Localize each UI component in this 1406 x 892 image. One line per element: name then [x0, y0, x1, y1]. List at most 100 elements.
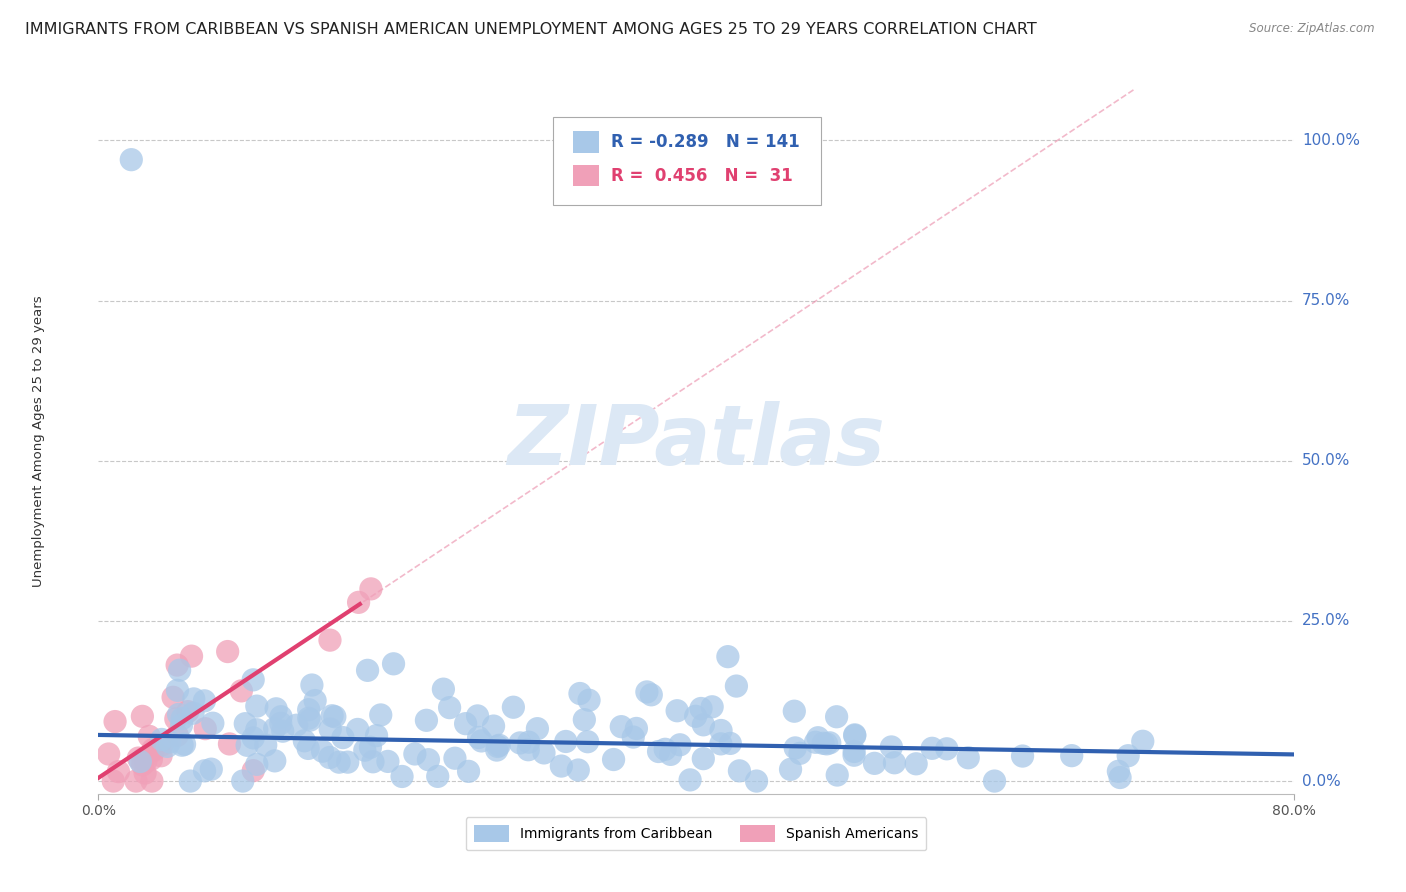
Point — [162, 690, 184, 705]
Point — [131, 757, 153, 772]
Point — [1060, 748, 1083, 763]
Point — [301, 678, 323, 692]
Point — [270, 710, 292, 724]
Point — [718, 736, 741, 750]
Point — [509, 736, 531, 750]
Point — [457, 764, 479, 779]
Point — [502, 700, 524, 714]
Text: R = -0.289   N = 141: R = -0.289 N = 141 — [612, 133, 800, 151]
Point — [517, 742, 540, 756]
Point — [193, 694, 215, 708]
Legend: Immigrants from Caribbean, Spanish Americans: Immigrants from Caribbean, Spanish Ameri… — [465, 817, 927, 850]
Point — [486, 739, 509, 754]
Point — [685, 709, 707, 723]
Point — [636, 685, 658, 699]
Point — [377, 755, 399, 769]
Point — [470, 734, 492, 748]
Point — [921, 741, 943, 756]
Point — [292, 733, 315, 747]
Point — [356, 664, 378, 678]
Point — [533, 746, 555, 760]
Point — [156, 739, 179, 754]
Point — [180, 649, 202, 664]
Point — [717, 649, 740, 664]
Point — [880, 739, 903, 754]
Point — [957, 750, 980, 764]
Point — [844, 744, 866, 758]
Point — [844, 728, 866, 742]
Point — [328, 755, 350, 769]
Point — [669, 738, 692, 752]
Point — [218, 737, 240, 751]
Point — [321, 708, 343, 723]
Point — [444, 751, 467, 765]
Point — [692, 751, 714, 765]
Point — [246, 699, 269, 714]
Point — [935, 741, 957, 756]
Point — [270, 716, 292, 731]
Point — [263, 754, 285, 768]
Point — [104, 714, 127, 729]
Point — [415, 714, 437, 728]
Point — [285, 718, 308, 732]
Point — [142, 743, 165, 757]
Point — [201, 716, 224, 731]
Point — [550, 759, 572, 773]
Point — [183, 692, 205, 706]
Text: IMMIGRANTS FROM CARIBBEAN VS SPANISH AMERICAN UNEMPLOYMENT AMONG AGES 25 TO 29 Y: IMMIGRANTS FROM CARIBBEAN VS SPANISH AME… — [25, 22, 1038, 37]
Point — [602, 752, 624, 766]
Point — [710, 723, 733, 738]
Point — [181, 706, 204, 721]
Bar — [572, 131, 599, 153]
Point — [319, 633, 342, 648]
Point — [366, 729, 388, 743]
Point — [131, 709, 153, 723]
Point — [125, 774, 148, 789]
Point — [1011, 749, 1033, 764]
Point — [172, 711, 194, 725]
Point — [659, 747, 682, 762]
Point — [554, 734, 576, 748]
Point — [159, 735, 181, 749]
Point — [391, 769, 413, 783]
Point — [785, 740, 807, 755]
Point — [254, 738, 277, 752]
Point — [141, 752, 163, 766]
Point — [141, 774, 163, 789]
Point — [170, 718, 193, 732]
Point — [432, 682, 454, 697]
Point — [172, 738, 194, 752]
Point — [332, 731, 354, 745]
Point — [370, 708, 392, 723]
Point — [150, 748, 173, 763]
Point — [610, 720, 633, 734]
Point — [165, 712, 187, 726]
Point — [179, 774, 201, 789]
Point — [404, 747, 426, 761]
Point — [666, 704, 689, 718]
Point — [654, 742, 676, 756]
Point — [169, 663, 191, 677]
Point — [426, 769, 449, 783]
Point — [242, 764, 264, 778]
Point — [353, 743, 375, 757]
Point — [97, 747, 120, 761]
Point — [576, 735, 599, 749]
Point — [578, 693, 600, 707]
Point — [246, 723, 269, 737]
Point — [347, 595, 370, 609]
Point — [517, 735, 540, 749]
Point — [242, 731, 264, 745]
Point — [640, 688, 662, 702]
Point — [264, 702, 287, 716]
Point — [621, 730, 644, 744]
Text: ZIPatlas: ZIPatlas — [508, 401, 884, 482]
Point — [299, 713, 322, 727]
Point — [418, 753, 440, 767]
Point — [200, 762, 222, 776]
Point — [485, 743, 508, 757]
Point — [166, 658, 188, 673]
Point — [361, 755, 384, 769]
Point — [568, 686, 591, 700]
Point — [232, 774, 254, 789]
